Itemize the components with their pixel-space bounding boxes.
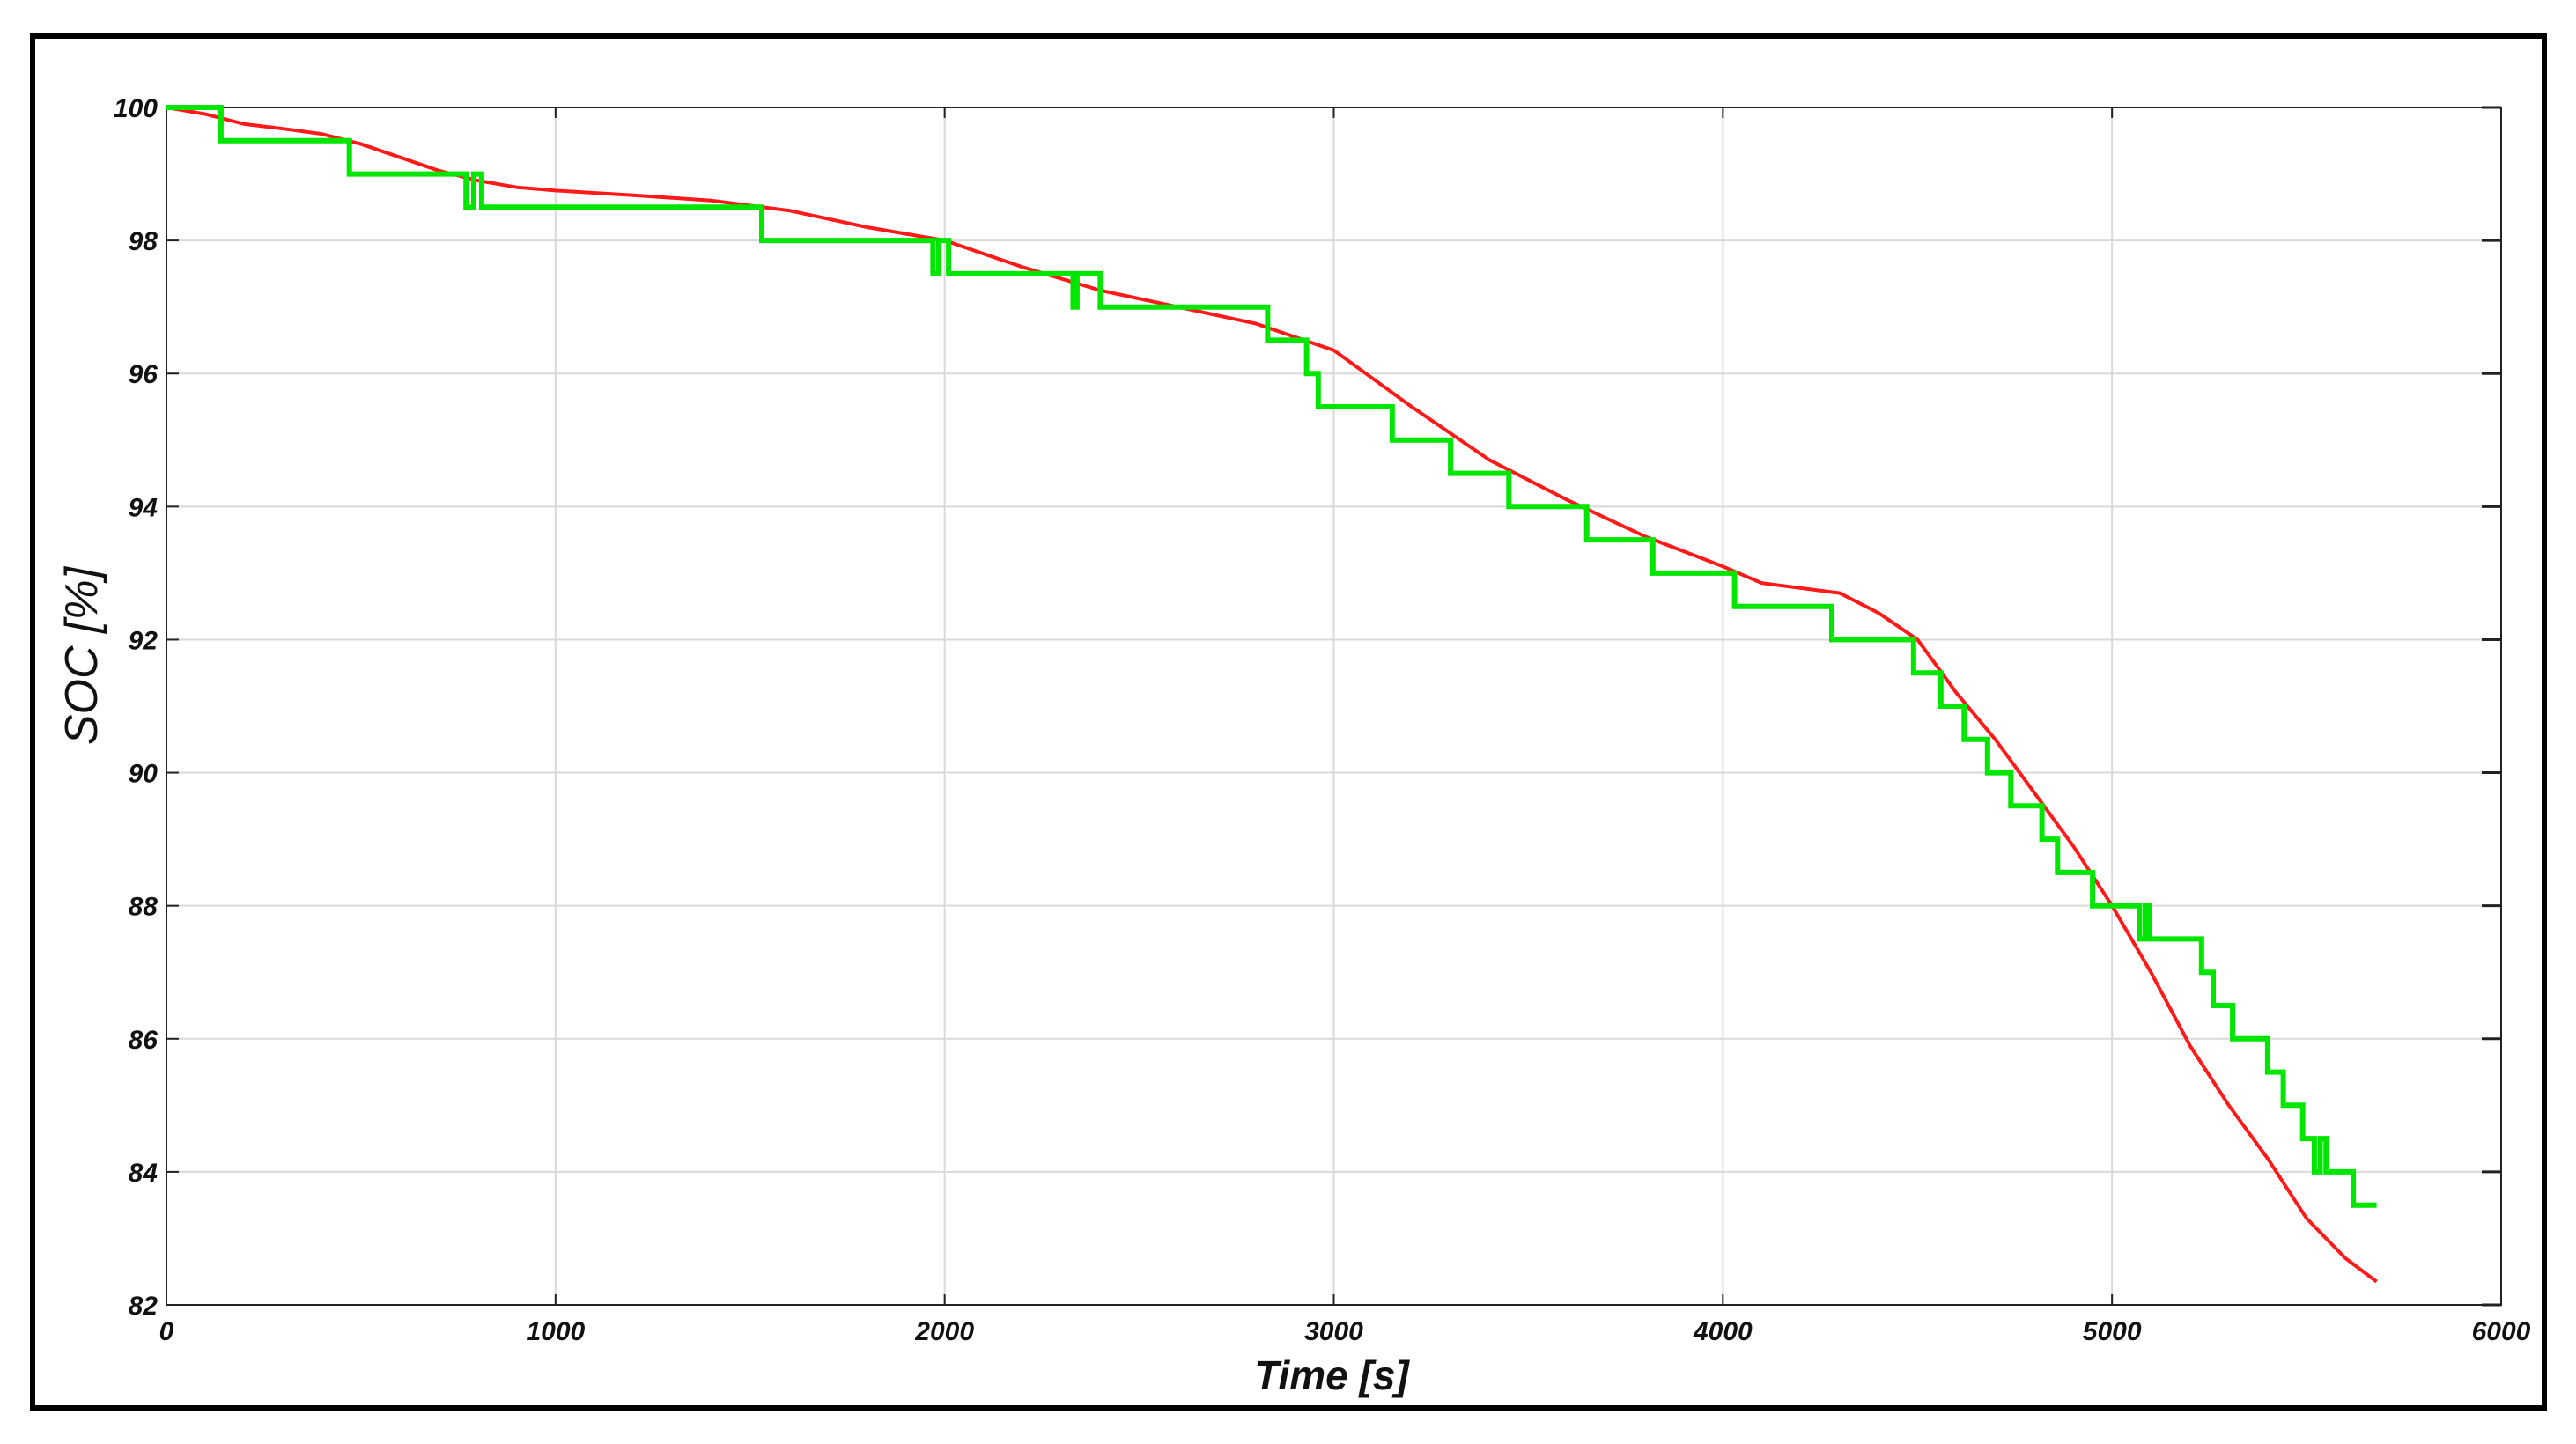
y-tick-label: 88 bbox=[129, 893, 159, 922]
y-tick-label: 94 bbox=[129, 493, 159, 522]
x-tick-label: 5000 bbox=[2083, 1317, 2142, 1346]
figure-frame bbox=[30, 33, 2547, 1411]
x-tick-label: 1000 bbox=[526, 1317, 585, 1346]
soc-series-red-line bbox=[166, 106, 2378, 1284]
series-layer bbox=[166, 105, 2378, 1284]
soc-series-green-line bbox=[166, 105, 2377, 1208]
y-tick-label: 90 bbox=[129, 760, 159, 789]
x-tick-label: 4000 bbox=[1693, 1317, 1753, 1346]
y-tick-label: 84 bbox=[129, 1159, 159, 1188]
y-axis-title: SOC [%] bbox=[56, 565, 107, 745]
x-tick-label: 3000 bbox=[1304, 1317, 1363, 1346]
y-tick-label: 82 bbox=[129, 1292, 159, 1321]
tick-layer bbox=[166, 106, 2502, 1307]
grid-layer bbox=[166, 107, 2501, 1305]
y-tick-label: 100 bbox=[114, 94, 158, 123]
label-layer: 0 1000 2000 3000 4000 5000 6000 82 84 86 88 90 92 94 9… bbox=[114, 94, 2531, 1346]
x-tick-label: 6000 bbox=[2472, 1317, 2531, 1346]
y-tick-label: 92 bbox=[129, 626, 159, 655]
x-axis-title: Time [s] bbox=[1254, 1352, 1410, 1398]
y-tick-label: 86 bbox=[129, 1026, 159, 1055]
x-tick-label: 0 bbox=[159, 1317, 174, 1346]
y-tick-label: 98 bbox=[129, 227, 159, 256]
y-tick-label: 96 bbox=[129, 360, 159, 389]
x-tick-label: 2000 bbox=[914, 1317, 974, 1346]
